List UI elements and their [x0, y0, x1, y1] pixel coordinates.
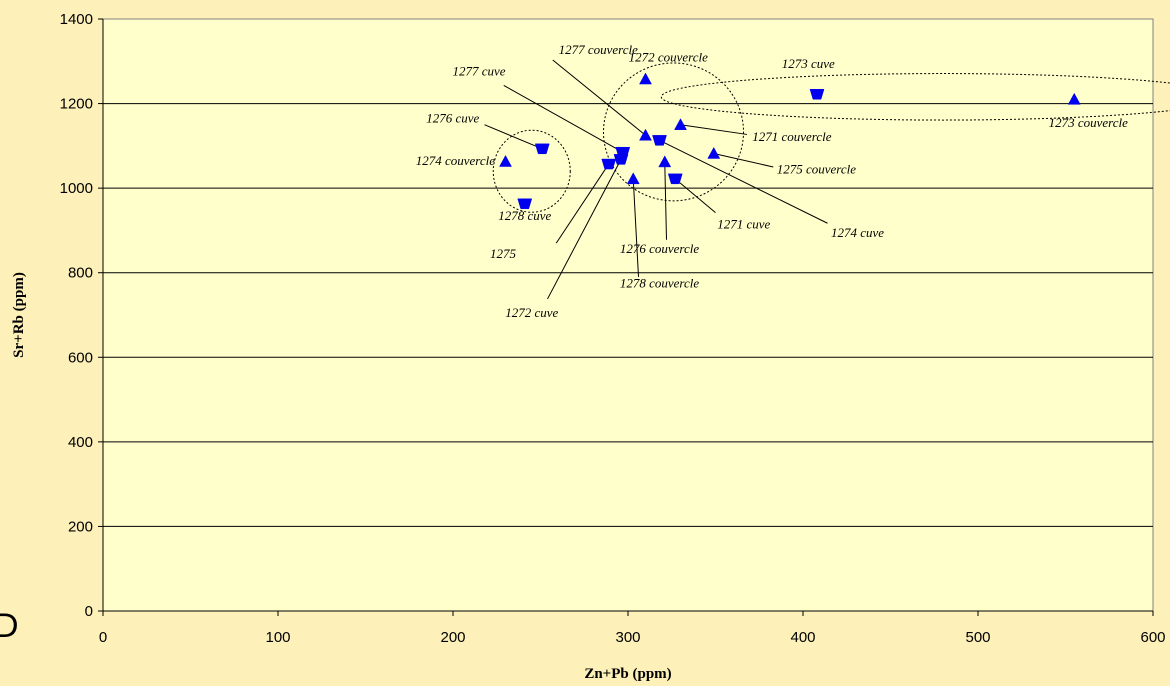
triangle-up-marker [707, 146, 721, 159]
x-tick-label: 300 [615, 629, 640, 646]
triangle-up-marker [626, 172, 640, 185]
y-tick-label: 800 [68, 265, 93, 282]
leader-line [664, 161, 667, 240]
triangle-up-marker [499, 154, 512, 167]
point-label: 1271 cuve [717, 216, 770, 231]
leader-line [552, 59, 646, 136]
leader-line [674, 178, 716, 214]
y-axis-title: Sr+Rb (ppm) [11, 272, 27, 358]
point-label: 1275 couvercle [777, 161, 857, 176]
point-label: 1273 cuve [782, 56, 835, 71]
y-tick-label: 200 [68, 518, 93, 535]
y-tick-label: 1000 [60, 180, 93, 197]
point-label: 1272 cuve [505, 305, 558, 320]
triangle-down-marker [652, 135, 667, 146]
point-label: 1277 cuve [452, 64, 505, 79]
point-label: 1277 couvercle [559, 42, 639, 57]
gridlines [103, 103, 1153, 527]
cluster-ellipses [492, 62, 1170, 213]
triangle-down-marker [809, 89, 825, 100]
leader-line [484, 124, 543, 150]
point-label: 1278 couvercle [620, 276, 700, 291]
x-tick-label: 0 [99, 629, 107, 646]
x-tick-label: 500 [965, 629, 990, 646]
leader-line [713, 152, 774, 168]
triangle-down-marker [615, 146, 631, 158]
y-tick-label: 1200 [60, 96, 93, 113]
triangle-up-marker [639, 128, 652, 141]
triangle-up-marker [639, 72, 652, 85]
point-label: 1274 cuve [831, 225, 884, 240]
triangle-up-marker [1067, 92, 1081, 105]
leader-lines [484, 59, 828, 300]
point-label: 1275 [490, 246, 517, 261]
triangle-down-marker [667, 173, 683, 185]
point-label: 1276 couvercle [620, 241, 700, 256]
point-label: 1274 couvercle [416, 153, 496, 168]
y-tick-label: 400 [68, 434, 93, 451]
cluster-ellipse [492, 129, 571, 213]
cluster-ellipse [603, 62, 744, 202]
x-tick-label: 600 [1140, 629, 1165, 646]
leader-line [659, 139, 828, 224]
cluster-ellipse [660, 73, 1170, 121]
point-label: 1271 couvercle [752, 129, 832, 144]
x-tick-label: 100 [265, 629, 290, 646]
leader-line [547, 159, 622, 300]
y-tick-label: 1400 [60, 11, 93, 28]
leader-line [680, 124, 748, 135]
axes: 0 200 400 600 800 1000 1200 1400 0 100 200 300 400 50… [60, 11, 1166, 646]
corner-glyph: D [0, 607, 19, 645]
triangle-down-marker [534, 143, 550, 155]
x-tick-label: 400 [790, 629, 815, 646]
y-tick-label: 0 [85, 603, 93, 620]
plot-area [102, 18, 1154, 612]
triangle-up-marker [674, 118, 687, 130]
x-axis-title: Zn+Pb (ppm) [584, 666, 671, 682]
triangle-down-marker [601, 158, 617, 170]
point-label: 1278 cuve [498, 208, 551, 223]
y-tick-label: 600 [68, 349, 93, 366]
point-label: 1273 couvercle [1049, 115, 1129, 130]
point-label: 1272 couvercle [629, 50, 709, 65]
data-points [499, 72, 1081, 210]
leader-line [632, 178, 639, 277]
leader-line [555, 163, 610, 244]
x-tick-label: 200 [440, 629, 465, 646]
point-label: 1276 cuve [426, 111, 479, 126]
leader-line [503, 84, 623, 153]
triangle-up-marker [658, 155, 672, 168]
triangle-down-marker [517, 198, 533, 210]
